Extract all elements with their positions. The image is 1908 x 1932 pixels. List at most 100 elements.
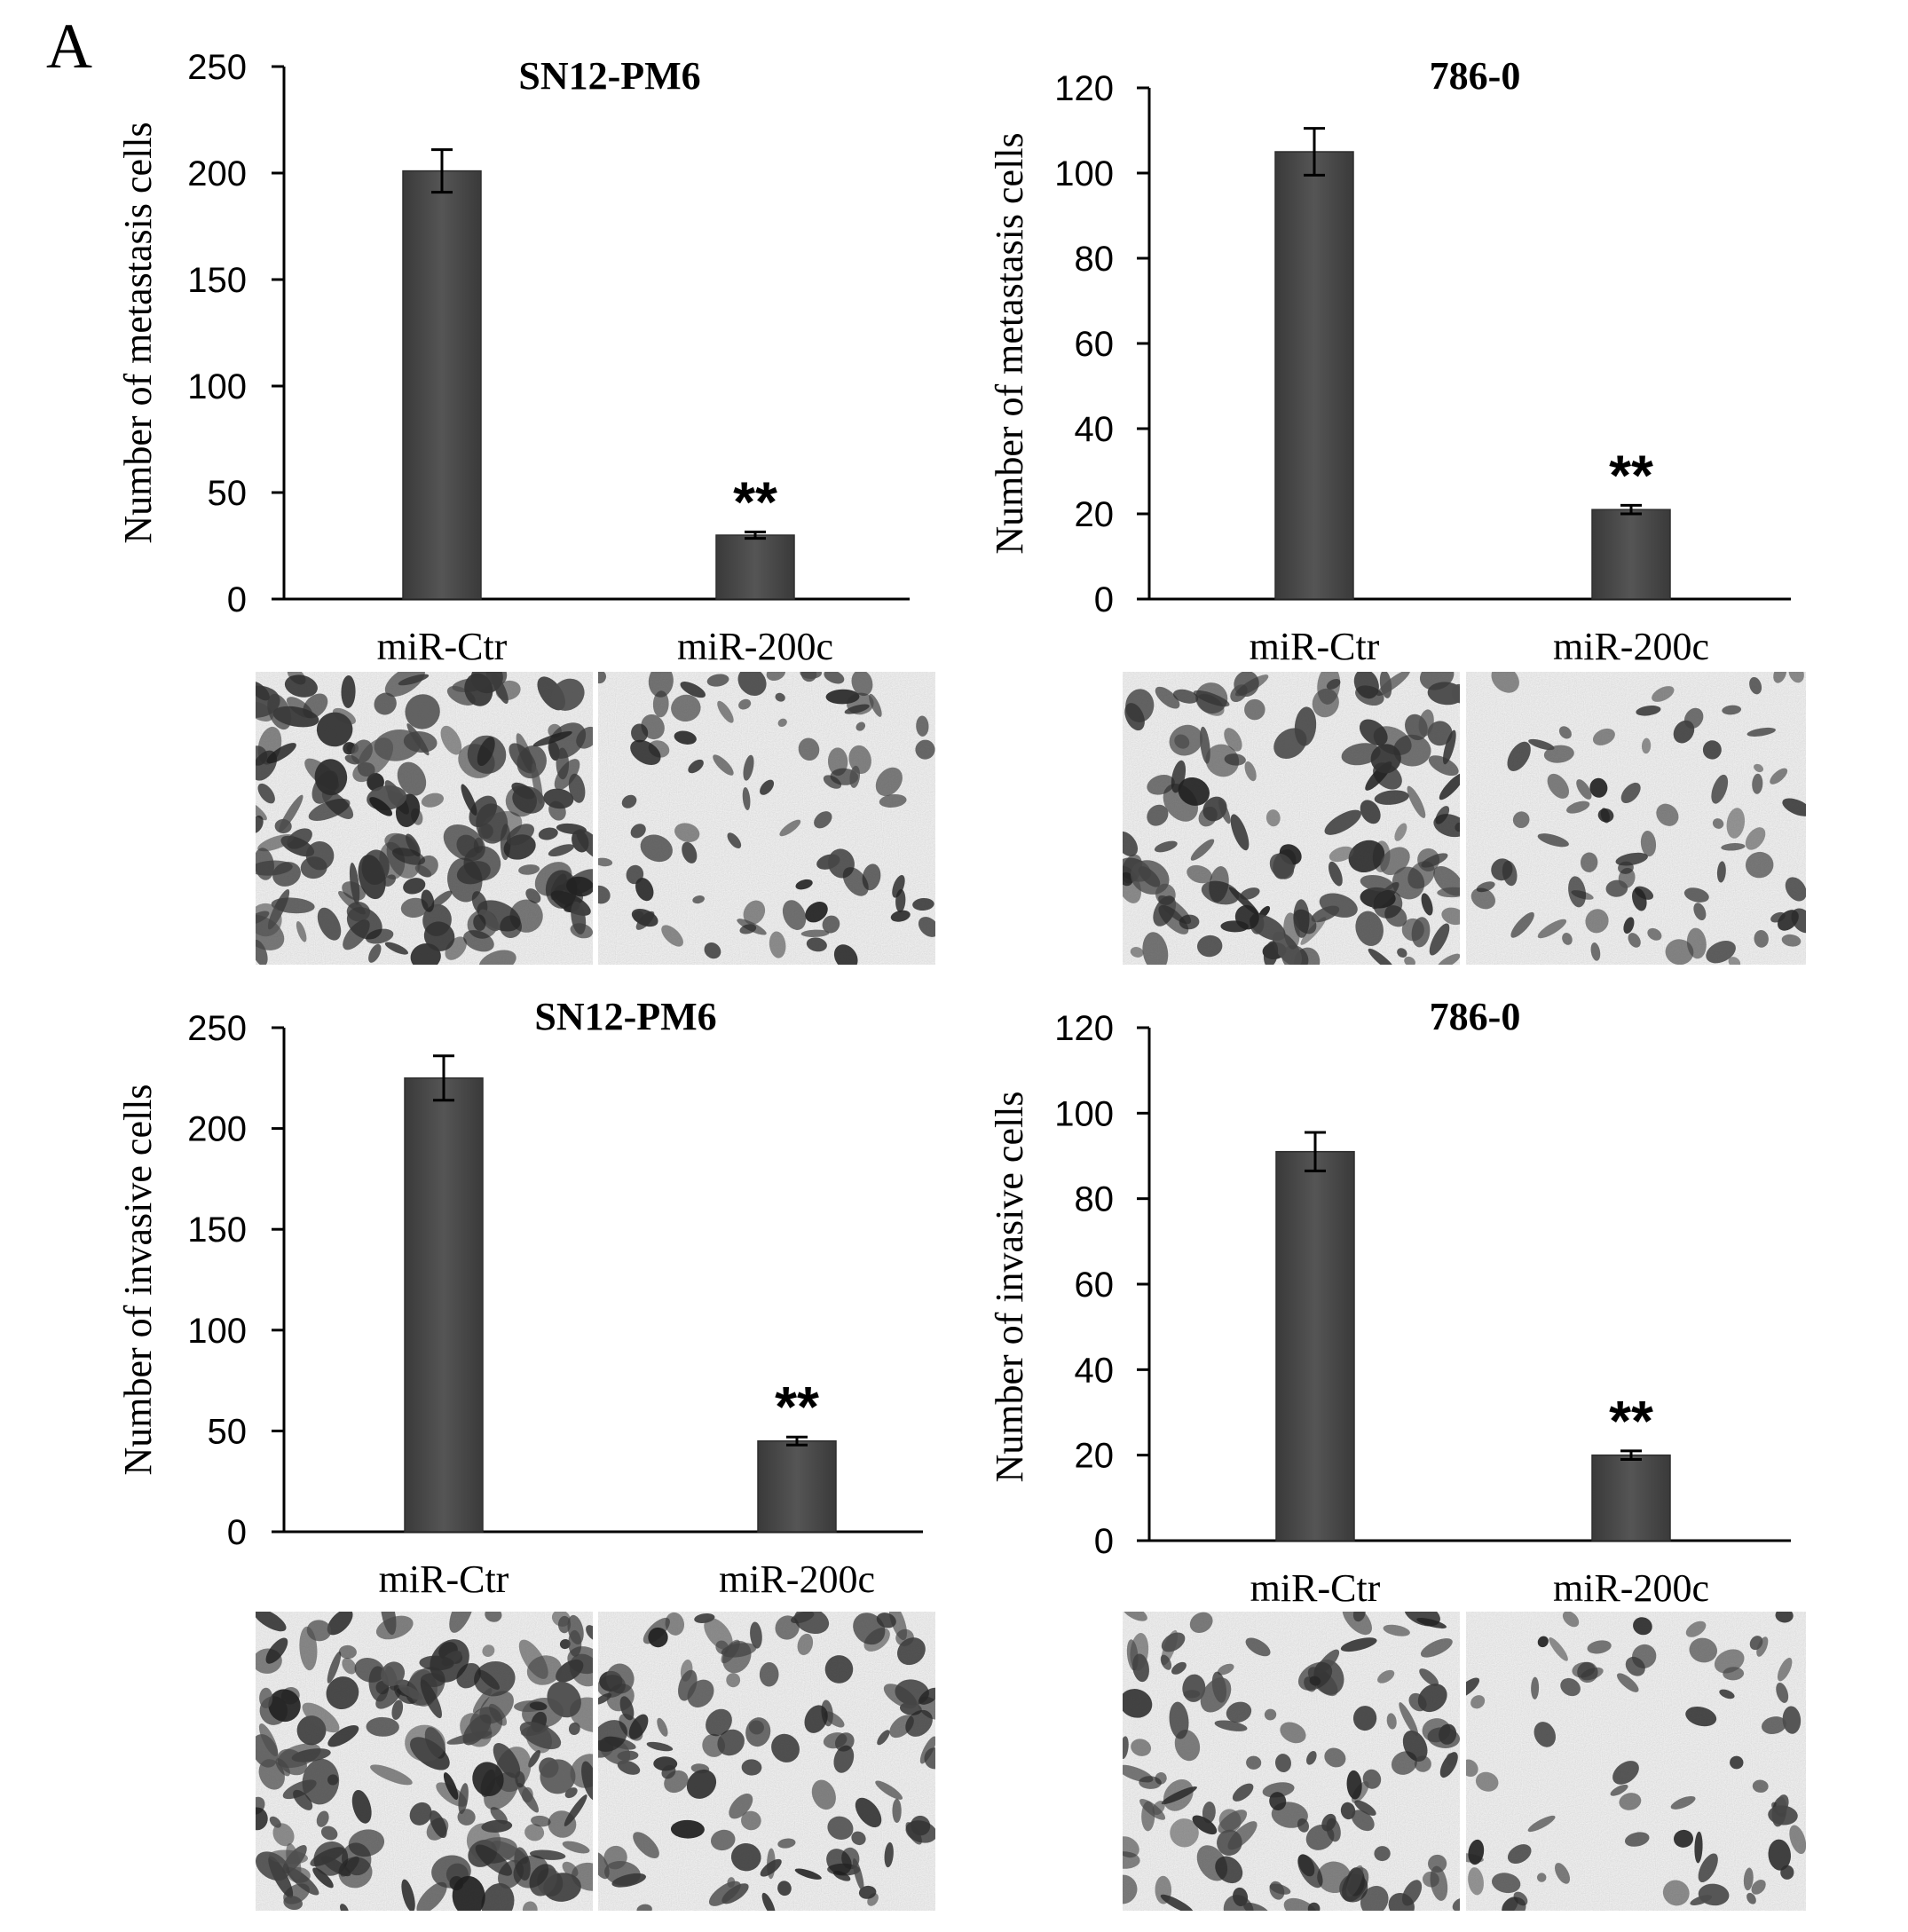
stained-cell bbox=[481, 1883, 515, 1911]
stained-cell bbox=[327, 1651, 342, 1684]
stained-cell bbox=[800, 672, 823, 679]
stained-cell bbox=[1507, 1844, 1532, 1865]
stained-cell bbox=[1730, 1755, 1744, 1770]
stained-cell bbox=[570, 1697, 593, 1733]
stained-cell bbox=[1205, 744, 1240, 777]
stained-cell bbox=[572, 830, 589, 853]
stained-cell bbox=[704, 942, 721, 959]
y-tick-label: 50 bbox=[208, 474, 248, 513]
stained-cell bbox=[354, 1657, 385, 1683]
stained-cell bbox=[766, 672, 786, 682]
stained-cell bbox=[1377, 1669, 1395, 1684]
stained-cell bbox=[1568, 876, 1587, 908]
stained-cell bbox=[869, 693, 882, 717]
stained-cell bbox=[420, 1673, 445, 1687]
stained-cell bbox=[1466, 1759, 1478, 1778]
stained-cell bbox=[340, 1904, 349, 1911]
stained-cell bbox=[1507, 741, 1531, 771]
stained-cell bbox=[855, 722, 866, 731]
x-tick-label: miR-Ctr bbox=[1250, 1566, 1381, 1610]
stained-cell bbox=[892, 874, 905, 898]
stained-cell bbox=[777, 1881, 792, 1897]
stained-cell bbox=[775, 692, 785, 702]
stained-cell bbox=[338, 1644, 357, 1660]
stained-cell bbox=[769, 931, 786, 958]
stained-cell bbox=[892, 1798, 902, 1824]
stained-cell bbox=[1749, 1636, 1763, 1651]
stained-cell bbox=[640, 834, 673, 863]
stained-cell bbox=[314, 759, 348, 796]
stained-cell bbox=[1264, 1708, 1277, 1721]
stained-cell bbox=[1155, 686, 1180, 709]
stained-cell bbox=[525, 888, 541, 903]
stained-cell bbox=[879, 793, 907, 808]
stained-cell bbox=[370, 1764, 413, 1786]
stained-cell bbox=[554, 759, 580, 791]
x-tick-label: miR-Ctr bbox=[377, 625, 508, 668]
stained-cell bbox=[1169, 1701, 1189, 1739]
stained-cell bbox=[1749, 676, 1762, 695]
stained-cell bbox=[1190, 839, 1215, 861]
stained-cell bbox=[674, 730, 697, 745]
y-tick-label: 200 bbox=[187, 1110, 247, 1149]
y-tick-label: 250 bbox=[187, 48, 247, 87]
y-tick-label: 50 bbox=[208, 1412, 248, 1451]
stained-cell bbox=[1360, 800, 1381, 824]
stained-cell bbox=[326, 1676, 359, 1710]
stained-cell bbox=[316, 1810, 329, 1827]
stained-cell bbox=[1674, 1829, 1694, 1848]
stained-cell bbox=[1399, 1702, 1419, 1737]
stained-cell bbox=[272, 1823, 295, 1847]
stained-cell bbox=[816, 854, 840, 870]
stained-cell bbox=[1468, 1867, 1484, 1896]
stained-cell bbox=[1178, 777, 1210, 806]
stained-cell bbox=[777, 718, 787, 727]
stained-cell bbox=[682, 841, 698, 863]
stained-cell bbox=[775, 1615, 800, 1640]
stained-cell bbox=[266, 743, 296, 764]
stained-cell bbox=[568, 1722, 580, 1736]
stained-cell bbox=[1585, 909, 1609, 934]
stained-cell bbox=[1170, 1818, 1199, 1848]
stained-cell bbox=[1123, 1736, 1129, 1759]
stained-cell bbox=[1714, 1649, 1745, 1674]
stained-cell bbox=[1746, 727, 1776, 737]
stained-cell bbox=[283, 1896, 303, 1911]
stained-cell bbox=[405, 1724, 445, 1762]
stained-cell bbox=[548, 844, 574, 857]
stained-cell bbox=[464, 673, 493, 706]
stained-cell bbox=[919, 1736, 935, 1764]
stained-cell bbox=[876, 1613, 896, 1628]
stained-cell bbox=[1233, 1887, 1249, 1907]
stained-cell bbox=[717, 700, 734, 723]
stained-cell bbox=[400, 897, 429, 918]
stained-cell bbox=[540, 1759, 576, 1794]
stained-cell bbox=[1226, 1701, 1252, 1723]
stained-cell bbox=[1352, 1612, 1366, 1622]
stained-cell bbox=[495, 680, 521, 701]
stained-cell bbox=[1244, 698, 1265, 721]
stained-cell bbox=[1768, 1805, 1798, 1826]
y-tick-label: 0 bbox=[227, 580, 247, 619]
stained-cell bbox=[674, 823, 700, 843]
y-tick-label: 60 bbox=[1075, 1266, 1115, 1305]
stained-cell bbox=[1230, 814, 1250, 851]
stained-cell bbox=[1624, 1832, 1650, 1847]
stained-cell bbox=[267, 693, 292, 730]
stained-cell bbox=[440, 725, 462, 755]
stained-cell bbox=[727, 1877, 736, 1889]
stained-cell bbox=[531, 763, 543, 805]
stained-cell bbox=[611, 1873, 647, 1888]
y-tick-label: 0 bbox=[227, 1513, 247, 1552]
stained-cell bbox=[358, 855, 386, 900]
stained-cell bbox=[414, 864, 432, 878]
x-tick-label: miR-200c bbox=[677, 625, 833, 668]
micrograph-sn12-invasion-mir-ctr bbox=[256, 1612, 593, 1911]
y-tick-label: 0 bbox=[1094, 1522, 1114, 1561]
y-tick-label: 200 bbox=[187, 154, 247, 193]
stained-cell bbox=[1386, 1713, 1397, 1730]
y-tick-label: 0 bbox=[1094, 580, 1114, 619]
stained-cell bbox=[538, 827, 558, 840]
stained-cell bbox=[1745, 827, 1766, 850]
stained-cell bbox=[1263, 941, 1279, 965]
